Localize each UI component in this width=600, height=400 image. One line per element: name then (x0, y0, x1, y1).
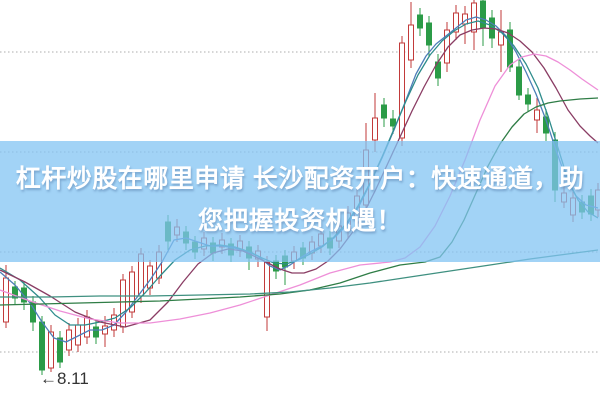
candle-up-body (399, 42, 405, 139)
candle-down-body (12, 286, 18, 299)
candle-up-body (534, 109, 540, 121)
candle-down-body (480, 0, 486, 29)
candle-down-body (543, 116, 549, 134)
candle-up-body (129, 271, 135, 313)
candle-up-body (3, 277, 9, 323)
low-price-annotation: ←8.11 (40, 369, 89, 388)
candle-down-body (39, 321, 45, 371)
promo-banner[interactable]: 杠杆炒股在哪里申请 长沙配资开户：快速通道，助 您把握投资机遇！ (0, 141, 600, 262)
candle-down-body (507, 29, 513, 68)
candle-up-body (408, 24, 414, 61)
candle-down-body (426, 22, 432, 46)
candle-up-body (453, 12, 459, 33)
candle-down-body (417, 14, 423, 29)
promo-banner-line1: 杠杆炒股在哪里申请 长沙配资开户：快速通道，助 (15, 165, 585, 193)
candle-down-body (57, 337, 63, 363)
candle-up-body (120, 279, 126, 328)
candle-up-body (48, 331, 54, 369)
candle-down-body (93, 326, 99, 338)
candle-down-body (381, 104, 387, 119)
candle-down-body (525, 94, 531, 105)
candle-up-body (84, 316, 90, 338)
candle-up-body (372, 117, 378, 141)
candle-up-body (264, 261, 270, 318)
promo-banner-line2: 您把握投资机遇！ (197, 207, 402, 235)
candle-down-body (516, 66, 522, 96)
candle-down-body (390, 118, 396, 127)
candle-up-body (444, 29, 450, 64)
